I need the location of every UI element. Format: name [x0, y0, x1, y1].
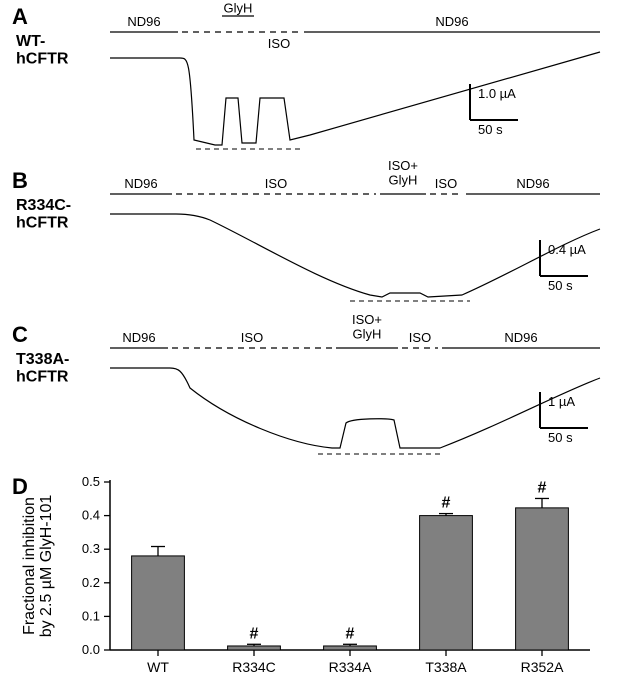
svg-text:ISO+GlyH: ISO+GlyH [223, 0, 253, 15]
bar-wt [132, 556, 185, 650]
svg-text:1 µA: 1 µA [548, 394, 575, 409]
svg-text:0.4 µA: 0.4 µA [548, 242, 586, 257]
bar-label: T338A [425, 659, 467, 675]
bar-label: R334A [329, 659, 372, 675]
bar-label: R334C [232, 659, 276, 675]
svg-text:ISO+GlyH: ISO+GlyH [388, 158, 418, 187]
svg-text:0.1: 0.1 [82, 608, 100, 623]
svg-text:Fractional inhibitionby 2.5 µM: Fractional inhibitionby 2.5 µM GlyH-101 [21, 495, 55, 638]
svg-text:50 s: 50 s [548, 278, 573, 293]
bar-r334a [324, 646, 377, 650]
svg-text:50 s: 50 s [548, 430, 573, 445]
svg-text:ND96: ND96 [504, 330, 537, 345]
svg-text:ND96: ND96 [124, 176, 157, 191]
svg-text:C: C [12, 322, 28, 347]
svg-text:ISO: ISO [265, 176, 287, 191]
svg-text:T338A-hCFTR: T338A-hCFTR [16, 351, 69, 386]
svg-text:0.0: 0.0 [82, 642, 100, 657]
svg-text:ISO: ISO [268, 36, 290, 51]
svg-text:0.3: 0.3 [82, 541, 100, 556]
svg-text:ISO: ISO [435, 176, 457, 191]
sig-mark: # [346, 625, 355, 642]
svg-text:R334C-hCFTR: R334C-hCFTR [16, 197, 71, 232]
panel-a-label: A [12, 4, 28, 29]
svg-text:ND96: ND96 [127, 14, 160, 29]
svg-text:ISO: ISO [409, 330, 431, 345]
svg-text:ND96: ND96 [122, 330, 155, 345]
svg-text:0.4: 0.4 [82, 508, 100, 523]
svg-text:ISO: ISO [241, 330, 263, 345]
bar-label: WT [147, 659, 169, 675]
bar-t338a [420, 516, 473, 650]
sig-mark: # [250, 625, 259, 642]
bar-r334c [228, 646, 281, 650]
svg-text:ND96: ND96 [516, 176, 549, 191]
sig-mark: # [538, 479, 547, 496]
sig-mark: # [442, 495, 451, 512]
svg-text:1.0 µA: 1.0 µA [478, 86, 516, 101]
svg-text:50 s: 50 s [478, 122, 503, 137]
svg-text:0.2: 0.2 [82, 575, 100, 590]
svg-text:B: B [12, 168, 28, 193]
svg-text:0.5: 0.5 [82, 474, 100, 489]
bar-label: R352A [521, 659, 564, 675]
svg-text:ND96: ND96 [435, 14, 468, 29]
svg-text:D: D [12, 474, 28, 499]
svg-text:ISO+GlyH: ISO+GlyH [352, 312, 382, 341]
bar-r352a [516, 508, 569, 650]
